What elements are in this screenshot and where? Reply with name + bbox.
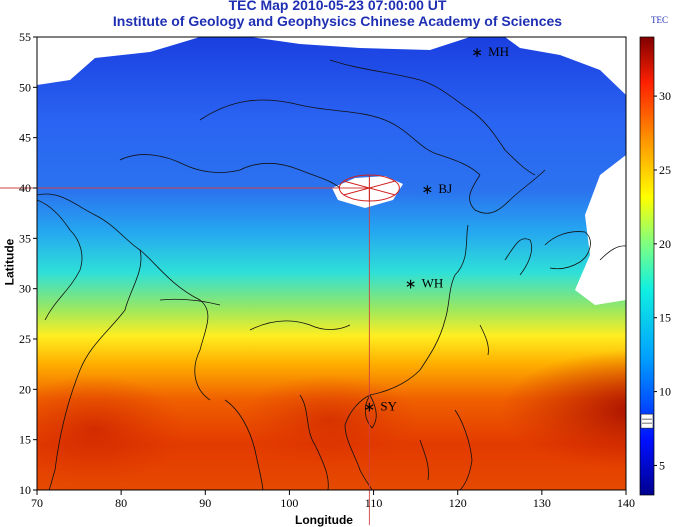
station-label: WH (422, 276, 444, 291)
highlight-circle (338, 174, 400, 202)
colorbar-tick-label: 25 (659, 163, 671, 177)
colorbar-marker (640, 413, 654, 429)
x-tick-label: 140 (617, 496, 635, 510)
y-tick-labels: 55 50 45 40 35 30 25 20 15 10 (19, 30, 37, 497)
y-tick-label: 55 (19, 30, 31, 44)
x-tick-label: 90 (199, 496, 211, 510)
y-tick-label: 45 (19, 131, 31, 145)
y-tick-label: 15 (19, 433, 31, 447)
colorbar-tick-label: 5 (659, 458, 665, 472)
station-marker-icon: ∗ (363, 400, 375, 415)
map-title: TEC Map 2010-05-23 07:00:00 UT (228, 0, 447, 13)
y-tick-label: 25 (19, 332, 31, 346)
station-marker-icon: ∗ (405, 278, 417, 293)
plot-frame (36, 36, 627, 491)
x-tick-label: 70 (31, 496, 43, 510)
x-tick-label: 120 (449, 496, 467, 510)
x-tick-label: 110 (365, 496, 383, 510)
colorbar (639, 36, 655, 496)
y-tick-label: 50 (19, 80, 31, 94)
station-label: BJ (438, 181, 452, 196)
y-tick-label: 30 (19, 282, 31, 296)
y-tick-label: 35 (19, 231, 31, 245)
colorbar-tick-labels: 30 25 20 15 10 5 (654, 89, 671, 472)
x-tick-label: 130 (533, 496, 551, 510)
crosshair (0, 187, 370, 525)
colorbar-tick-label: 20 (659, 237, 671, 251)
station-label: MH (488, 44, 509, 59)
station-label: SY (380, 398, 397, 413)
colorbar-title: TEC (651, 15, 668, 25)
station-markers: ∗ MH ∗ BJ ∗ WH ∗ SY (363, 44, 509, 415)
colorbar-tick-label: 15 (659, 311, 671, 325)
station-marker-icon: ∗ (471, 46, 483, 61)
y-tick-label: 40 (19, 181, 31, 195)
coastlines-borders (37, 59, 626, 490)
tec-high-west (37, 375, 185, 485)
colorbar-marker-box (640, 413, 654, 429)
x-tick-label: 80 (115, 496, 127, 510)
tec-high-center (240, 375, 420, 465)
x-axis-label: Longitude (295, 513, 353, 527)
station-marker-icon: ∗ (422, 183, 434, 198)
y-axis-label: Latitude (2, 238, 17, 286)
y-tick-label: 20 (19, 382, 31, 396)
y-tick-label: 10 (19, 483, 31, 497)
tec-high-east (500, 350, 626, 470)
map-subtitle: Institute of Geology and Geophysics Chin… (112, 13, 563, 29)
x-tick-label: 100 (280, 496, 298, 510)
colorbar-tick-label: 30 (659, 89, 671, 103)
x-tick-labels: 70 80 90 100 110 120 130 140 (31, 490, 635, 510)
colorbar-tick-label: 10 (659, 385, 671, 399)
